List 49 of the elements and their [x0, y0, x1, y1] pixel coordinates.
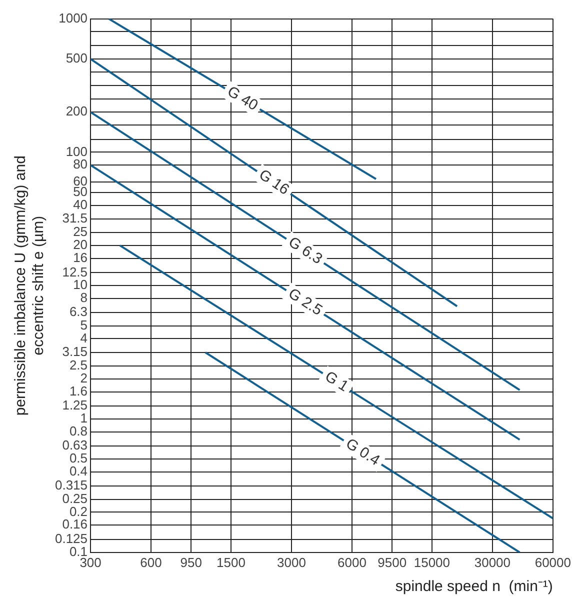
text: G 2.5 [285, 285, 326, 320]
y-tick-label: 60 [73, 173, 88, 188]
x-axis-title: spindle speed n (min⁻¹) [395, 578, 553, 596]
y-tick-label: 0.63 [62, 437, 88, 452]
y-tick-label: 0.16 [62, 516, 88, 532]
x-tick-label: 9500 [378, 554, 407, 570]
y-tick-label: 20 [73, 237, 88, 252]
y-tick-label: 0.125 [54, 531, 88, 546]
y-tick-label: 31.5 [62, 210, 88, 226]
text: G 16 [256, 166, 292, 198]
y-tick-label: 4 [80, 330, 88, 346]
x-tick-label: 60000 [534, 554, 572, 570]
y-tick-label: 500 [66, 50, 88, 66]
x-tick-label: 30000 [474, 554, 511, 570]
x-tick-label: 6000 [338, 554, 366, 570]
y-tick-label: 6.3 [69, 304, 88, 319]
y-tick-label: 0.8 [69, 424, 88, 439]
text: G 0.4 [342, 435, 383, 470]
y-tick-label: 0.25 [62, 490, 88, 506]
y-tick-label: 0.4 [69, 464, 88, 479]
y-tick-label: 3.15 [62, 344, 88, 360]
y-tick-label: 12.5 [62, 264, 88, 280]
x-tick-label: 3000 [277, 554, 306, 570]
x-tick-label: 950 [180, 554, 202, 570]
x-tick-label: 1500 [216, 554, 246, 570]
y-tick-label: 5 [80, 317, 88, 332]
y-tick-label: 10 [73, 277, 88, 292]
y-tick-label: 100 [66, 144, 88, 159]
y-tick-label: 40 [73, 196, 88, 212]
y-tick-label: 1 [80, 410, 88, 426]
y-tick-label: 80 [73, 156, 88, 172]
y-axis-title: permissible imbalance U (gmm/kg) and eccentric shift e (µm) [12, 156, 48, 416]
x-tick-label: 600 [140, 554, 162, 570]
y-tick-label: 25 [73, 224, 88, 240]
text: G 6.3 [285, 234, 326, 268]
y-tick-label: 0.5 [69, 450, 88, 466]
x-tick-label: 15000 [414, 554, 450, 570]
text: G 1 [322, 368, 352, 396]
text: G 40 [224, 82, 261, 114]
y-tick-label: 16 [73, 250, 88, 265]
y-tick-label: 8 [80, 290, 88, 306]
y-tick-label: 200 [66, 104, 88, 119]
y-tick-label: 0.315 [54, 478, 88, 493]
y-tick-label: 2.5 [69, 357, 88, 372]
y-tick-label: 0.2 [69, 504, 88, 519]
y-tick-label: 1000 [58, 10, 88, 26]
y-tick-label: 2 [80, 370, 88, 386]
y-tick-label: 1.25 [62, 398, 88, 413]
y-tick-label: 1.6 [69, 383, 88, 398]
